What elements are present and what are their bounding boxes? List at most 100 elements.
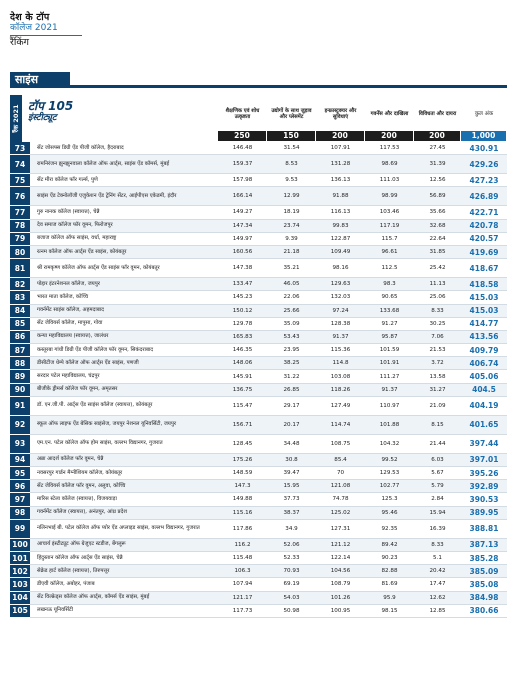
score-infrastructure: 122.14	[330, 555, 351, 562]
score-industry: 50.98	[283, 607, 300, 614]
score-governance: 101.88	[379, 421, 400, 428]
rank-number: 86	[10, 330, 30, 345]
score-diversity: 20.42	[429, 568, 446, 575]
table-row: 74 रामनिरंजन झुनझुनवाला कॉलेज ऑफ आर्ट्स, …	[10, 155, 507, 175]
table-title-main: टॉप 105	[28, 99, 74, 113]
score-academic: 115.48	[232, 555, 253, 562]
score-industry: 9.53	[285, 177, 298, 184]
table-row: 99 नलिनभाई बी. पटेल कॉलेज ऑफ प्योर ऐंड अप…	[10, 519, 507, 539]
score-infrastructure: 101.26	[330, 594, 351, 601]
rank-number: 82	[10, 278, 30, 292]
score-governance: 98.15	[381, 607, 398, 614]
rank-number: 90	[10, 383, 30, 397]
score-governance: 101.59	[379, 347, 400, 354]
score-governance: 110.97	[379, 402, 400, 409]
score-diversity: 21.44	[429, 440, 446, 447]
score-total: 397.44	[469, 439, 499, 449]
max-score-industry: 150	[267, 131, 316, 141]
rank-number: 87	[10, 344, 30, 358]
rank-number: 75	[10, 174, 30, 188]
table-row: 103 डीएवी कॉलेज, अबोहर, पंजाब 107.94 69.19 1…	[10, 578, 507, 592]
table-row: 95 नवसरपुर गार्डन मैग्नीशियम कॉलेज, कोयंब…	[10, 467, 507, 481]
score-governance: 133.68	[379, 307, 400, 314]
score-infrastructure: 99.83	[332, 222, 349, 229]
score-infrastructure: 121.12	[330, 541, 351, 548]
score-infrastructure: 127.31	[330, 525, 351, 532]
score-governance: 111.03	[379, 177, 400, 184]
institute-name: नलिनभाई बी. पटेल कॉलेज ऑफ प्योर ऐंड अप्ल…	[37, 525, 200, 532]
rank-number: 91	[10, 396, 30, 416]
score-diversity: 8.33	[431, 541, 444, 548]
score-governance: 111.27	[379, 373, 400, 380]
score-infrastructure: 132.03	[330, 294, 351, 301]
score-total: 426.89	[469, 191, 499, 201]
score-industry: 34.48	[283, 440, 300, 447]
score-infrastructure: 125.02	[330, 509, 351, 516]
column-header-diversity: विविधता और दायरा	[418, 110, 457, 117]
score-industry: 29.17	[283, 402, 300, 409]
score-industry: 30.8	[285, 456, 298, 463]
score-infrastructure: 122.87	[330, 235, 351, 242]
rank-number: 79	[10, 232, 30, 246]
score-infrastructure: 115.36	[330, 347, 351, 354]
institute-name: डीएवी कॉलेज, अबोहर, पंजाब	[37, 580, 95, 587]
score-governance: 82.88	[381, 568, 398, 575]
ranking-table-body: 73 सेंट जोसफ्स डिग्री ऐंड पीजी कॉलेज, हैद…	[10, 142, 507, 618]
score-total: 404.5	[472, 385, 496, 395]
table-row: 89 सरदार पटेल महाविद्यालय, चंद्रपुर 145.91…	[10, 370, 507, 384]
score-total: 388.81	[469, 524, 499, 534]
score-total: 390.53	[469, 494, 499, 504]
score-governance: 91.27	[381, 320, 398, 327]
score-academic: 117.86	[232, 525, 253, 532]
score-diversity: 13.58	[429, 373, 446, 380]
score-diversity: 3.72	[431, 360, 444, 367]
score-academic: 147.38	[232, 265, 253, 272]
rank-number: 89	[10, 370, 30, 384]
score-diversity: 8.15	[431, 421, 444, 428]
score-governance: 104.32	[379, 440, 400, 447]
institute-name: गवर्नमेंट साइंस कॉलेज, अहमदाबाद	[37, 307, 104, 314]
score-academic: 136.75	[232, 386, 253, 393]
score-diversity: 21.09	[429, 402, 446, 409]
score-industry: 52.33	[283, 555, 300, 562]
score-academic: 116.2	[234, 541, 251, 548]
score-governance: 95.46	[381, 509, 398, 516]
score-academic: 128.45	[232, 440, 253, 447]
masthead-line1: देश के टॉप	[10, 12, 50, 23]
score-academic: 175.26	[232, 456, 253, 463]
column-header-industry: उद्योगों के साथ जुड़ाव और प्लेसमेंट	[271, 107, 312, 121]
score-diversity: 5.67	[431, 470, 444, 477]
score-infrastructure: 114.74	[330, 421, 351, 428]
max-score-total: 1,000	[461, 131, 507, 141]
score-industry: 37.73	[283, 496, 300, 503]
score-academic: 149.88	[232, 496, 253, 503]
score-academic: 160.56	[232, 249, 253, 256]
score-total: 389.95	[469, 508, 499, 518]
rank-number: 97	[10, 493, 30, 507]
score-total: 384.98	[469, 593, 499, 603]
institute-name: स्कूल ऑफ लाइफ ऐंड बेसिक साइंसेज, जयपुर न…	[37, 421, 177, 428]
institute-name: लखनऊ यूनिवर्सिटी	[37, 607, 74, 614]
section-title: साइंस	[10, 72, 70, 88]
score-industry: 70.93	[283, 568, 300, 575]
score-academic: 145.23	[232, 294, 253, 301]
table-row: 73 सेंट जोसफ्स डिग्री ऐंड पीजी कॉलेज, हैद…	[10, 142, 507, 156]
table-row: 90 बीजीके ड्रीमर्स कॉलेज फॉर वूमन, अमृतसर…	[10, 383, 507, 397]
score-industry: 23.74	[283, 222, 300, 229]
score-diversity: 5.79	[431, 483, 444, 490]
score-infrastructure: 70	[336, 470, 345, 477]
table-row: 92 स्कूल ऑफ लाइफ ऐंड बेसिक साइंसेज, जयपुर…	[10, 415, 507, 435]
table-row: 82 पोद्दार इंटरनेशनल कॉलेज, जयपुर 133.47 46…	[10, 278, 507, 292]
institute-name: रत्नम कॉलेज ऑफ आर्ट्स ऐंड साइंस, कोयंबतू…	[37, 248, 127, 255]
score-total: 422.71	[469, 207, 499, 217]
table-row: 83 भारत माता कॉलेज, कोच्चि 145.23 22.06 132.…	[10, 291, 507, 305]
column-header-total: कुल अंक	[474, 110, 494, 117]
rank-number: 95	[10, 467, 30, 481]
institute-name: डॉ. एन.जी.पी. आर्ट्स ऐंड साइंस कॉलेज (स्…	[37, 402, 153, 409]
masthead-line3: रैंकिंग	[10, 37, 29, 48]
table-row: 80 रत्नम कॉलेज ऑफ आर्ट्स ऐंड साइंस, कोयंब…	[10, 245, 507, 260]
score-diversity: 35.66	[429, 209, 446, 216]
score-diversity: 27.45	[429, 145, 446, 152]
score-industry: 25.66	[283, 307, 300, 314]
score-governance: 95.9	[383, 594, 396, 601]
